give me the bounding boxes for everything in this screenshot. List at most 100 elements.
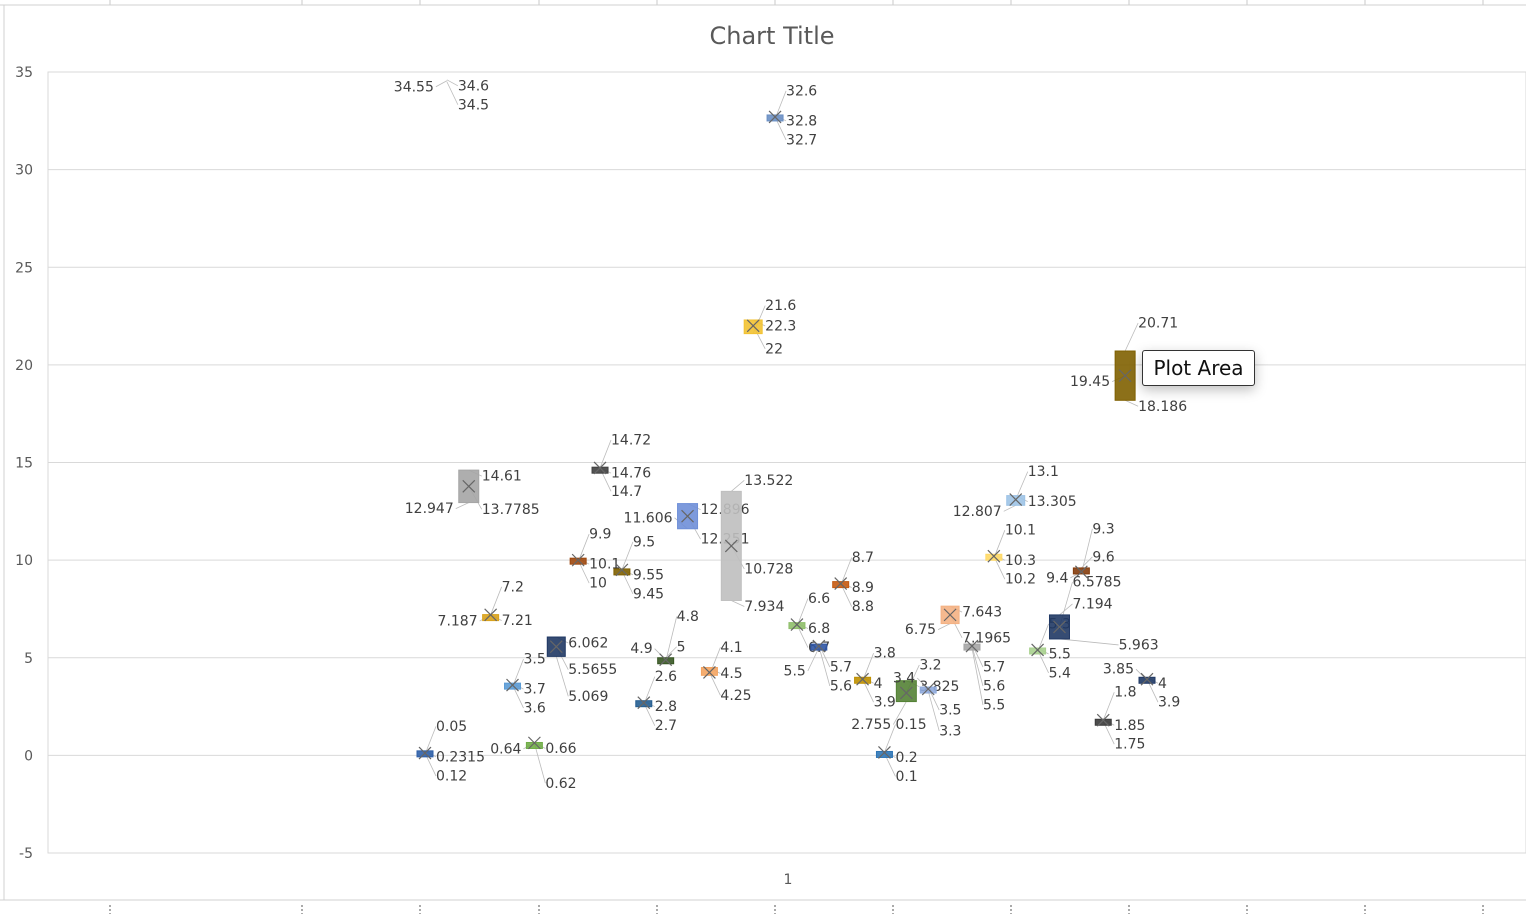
label-leader-line (1015, 471, 1029, 500)
data-label-min: 6.75 (905, 622, 936, 638)
label-leader-line (927, 690, 940, 732)
data-label-mean: 10 (589, 576, 607, 592)
series-box: 2.8 2.7 2.6 (635, 669, 677, 734)
data-label-min: 9.3 (1092, 521, 1114, 537)
plot-area-tooltip: Plot Area (1142, 350, 1255, 386)
series-box: 5.7 5.6 5.5 (784, 639, 852, 695)
series-box: 9.6 9.4 9.3 (1046, 521, 1115, 586)
mean-marker (724, 539, 738, 553)
label-leader-line (446, 81, 459, 105)
data-label-mean: 7.2 (502, 579, 524, 595)
mean-marker (768, 110, 782, 124)
box (743, 319, 763, 335)
label-leader-line (971, 645, 984, 687)
data-label-max: 1.85 (1114, 718, 1145, 734)
label-leader-line (731, 480, 745, 492)
y-tick-label: 5 (24, 651, 33, 667)
data-label-min: 12.947 (405, 501, 454, 517)
data-label-mean: 0.15 (895, 717, 926, 733)
mean-marker (1140, 672, 1154, 686)
label-leader-line (1124, 322, 1139, 352)
series-box: 14.61 13.7785 12.947 (405, 469, 540, 518)
mean-marker (812, 639, 826, 653)
series-box: 5.7 5.6 5.5 (963, 639, 1005, 713)
label-leader-line (1080, 528, 1093, 574)
data-label-max: 32.8 (786, 113, 817, 129)
series-box: 8.9 8.8 8.7 (832, 550, 874, 615)
data-label-max: 10.1 (589, 557, 620, 573)
data-label-max: 4.5 (720, 666, 742, 682)
series-box: 10.3 10.2 10.1 (985, 523, 1036, 588)
data-label-mean: 5.6 (983, 679, 1005, 695)
box (788, 622, 806, 630)
mean-marker (899, 686, 913, 700)
data-label-max: 10.3 (1005, 553, 1036, 569)
mean-marker (1031, 643, 1045, 657)
data-label-mean: 13.1 (1028, 464, 1059, 480)
data-label-mean: 19.45 (1070, 374, 1110, 390)
mean-marker (1053, 620, 1066, 634)
label-leader-line (424, 726, 437, 755)
label-leader-line (512, 658, 524, 688)
data-label-max: 8.9 (852, 580, 874, 596)
box (1138, 676, 1156, 684)
box (766, 114, 784, 122)
data-label-max: 5.5 (1049, 646, 1071, 662)
data-label-min: 32.6 (786, 83, 817, 99)
series-box: 7.194 6.5785 5.963 (1048, 574, 1159, 653)
y-tick-label: 10 (15, 553, 33, 569)
mean-marker (637, 696, 651, 710)
data-label-min: 0.62 (545, 776, 576, 792)
data-label-mean: 13.7785 (482, 502, 540, 518)
mean-marker (987, 549, 1001, 563)
data-label-min: 18.186 (1138, 399, 1187, 415)
y-tick-label: 35 (15, 65, 33, 81)
box (613, 568, 631, 576)
data-label-mean: 5.5655 (568, 662, 617, 678)
mean-marker (1118, 369, 1132, 383)
data-label-max: 9.55 (633, 567, 664, 583)
data-label-mean: 9.4 (1046, 570, 1068, 586)
data-label-min: 3.85 (1103, 662, 1134, 678)
data-label-min: 1.75 (1114, 737, 1145, 753)
data-label-max: 9.6 (1092, 549, 1114, 565)
data-label-mean: 8.8 (852, 599, 874, 615)
label-leader-line (577, 533, 590, 563)
data-label-mean: 32.7 (786, 132, 817, 148)
y-tick-label: 30 (15, 163, 33, 179)
data-label-max: 6.8 (808, 621, 830, 637)
box (1029, 647, 1047, 655)
label-leader-line (971, 647, 984, 706)
label-leader-line (807, 647, 820, 672)
label-leader-line (862, 653, 874, 682)
data-label-min: 5.5 (784, 663, 806, 679)
series-box: 5 4.9 4.8 (630, 609, 699, 667)
data-label-min: 3.3 (939, 723, 961, 739)
mean-marker (878, 746, 891, 759)
y-tick-label: 15 (15, 456, 33, 472)
chart-title[interactable]: Chart Title (709, 22, 834, 50)
data-label-mean: 5.6 (830, 679, 852, 695)
data-label-min: 5.5 (983, 697, 1005, 713)
data-label-min: 10.1 (1005, 523, 1036, 539)
series-box: 3.7 3.6 3.5 (504, 652, 546, 717)
series-box: 4.5 4.25 4.1 (700, 640, 752, 704)
box (832, 581, 850, 589)
data-label-max: 13.305 (1028, 494, 1077, 510)
box (1006, 495, 1026, 506)
series-box: 34.6 34.55 34.5 (394, 78, 489, 113)
data-label-mean: 3.4 (893, 670, 915, 686)
mean-marker (418, 746, 432, 760)
label-leader-line (1124, 399, 1139, 407)
series-box: 32.8 32.7 32.6 (766, 83, 817, 148)
gridlines (48, 71, 1526, 854)
data-label-mean: 5.4 (1049, 665, 1071, 681)
data-label-min: 6.6 (808, 591, 830, 607)
label-leader-line (892, 701, 907, 725)
box (875, 750, 893, 758)
mean-marker (615, 563, 629, 577)
label-leader-line (665, 646, 677, 659)
data-label-min: 3.8 (874, 646, 896, 662)
series-box: 0.66 0.64 0.62 (490, 736, 577, 792)
